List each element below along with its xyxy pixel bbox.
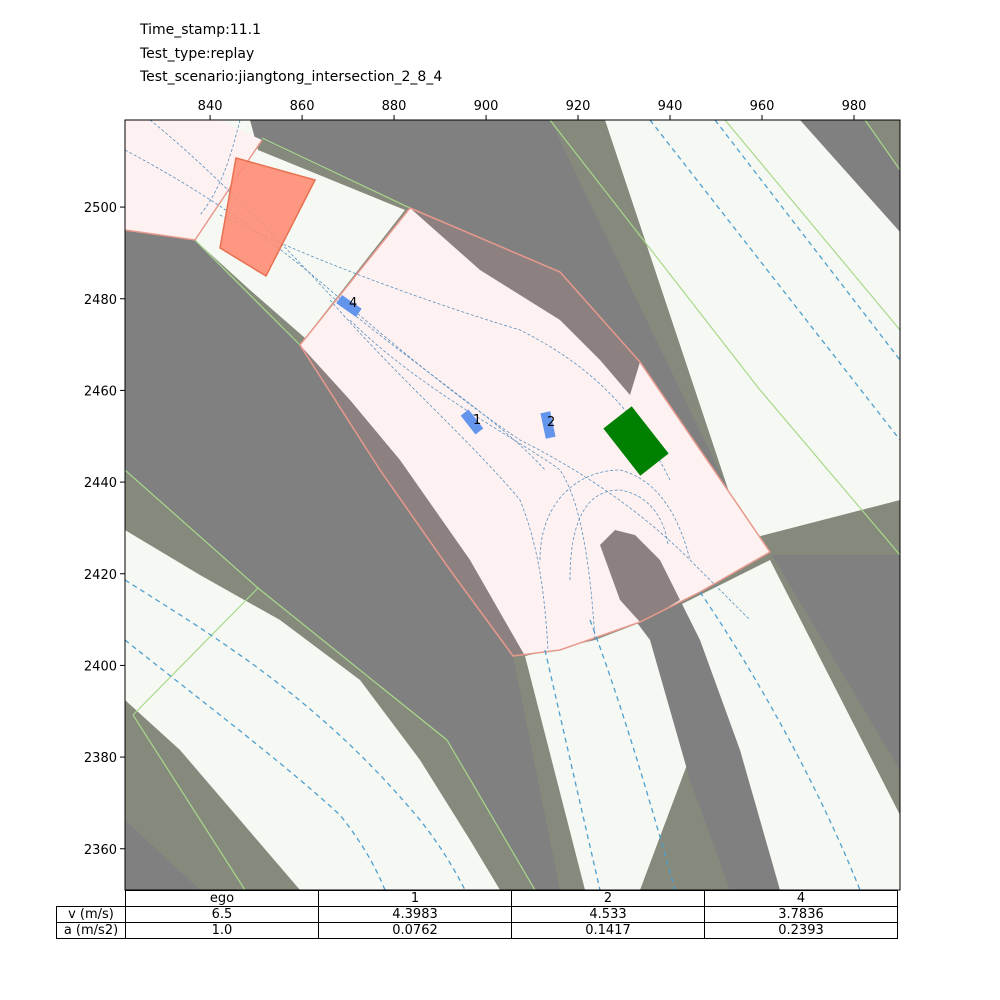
test-scenario-label: Test_scenario:jiangtong_intersection_2_8… [140,69,443,85]
lane-centerlines [125,120,900,890]
y-tick-label: 2360 [84,843,117,858]
table-cell: 4.533 [511,906,705,923]
x-tick-label: 900 [474,99,499,114]
y-tick-label: 2380 [84,751,117,766]
table-row: a (m/s2) 1.0 0.0762 0.1417 0.2393 [56,922,898,939]
x-tick-label: 920 [566,99,591,114]
table-cell: 3.7836 [704,906,898,923]
y-tick-label: 2480 [84,293,117,308]
junction-median [600,530,680,622]
crosswalk-block [219,157,317,278]
x-axis-ticks: 840 860 880 900 920 940 960 980 [198,99,867,120]
table-row: v (m/s) 6.5 4.3983 4.533 3.7836 [56,906,898,923]
table-header-cell: 2 [511,890,705,907]
x-tick-label: 960 [750,99,775,114]
table-cell: 4.3983 [318,906,512,923]
agent-label-1: 1 [473,413,481,428]
x-tick-label: 860 [290,99,315,114]
table-header-cell: ego [125,890,319,907]
y-axis-ticks: 2500 2480 2460 2440 2420 2400 2380 2360 [84,201,125,858]
x-tick-label: 840 [198,99,223,114]
connector-paths [125,120,751,651]
table-cell: 0.0762 [318,922,512,939]
test-type-label: Test_type:replay [140,46,255,62]
y-tick-label: 2440 [84,476,117,491]
table-row-label: a (m/s2) [56,922,126,939]
junction-west-area [125,120,262,240]
map-area: 1 2 4 [125,120,900,890]
agent-vehicle-1 [460,409,484,435]
x-tick-label: 940 [658,99,683,114]
road-sw-surface [125,530,500,890]
table-header-row: ego 1 2 4 [57,890,898,907]
agent-label-4: 4 [349,296,357,311]
table-cell: 0.2393 [704,922,898,939]
time-stamp-label: Time_stamp:11.1 [140,22,262,38]
junction-inner-curb [300,345,525,656]
table-row-label: v (m/s) [56,906,126,923]
agent-label-2: 2 [547,415,555,430]
table-cell: 0.1417 [511,922,705,939]
table-header-cell: 1 [318,890,512,907]
road-ne-surface [605,120,900,540]
table-header-cell: 4 [704,890,898,907]
x-tick-label: 980 [842,99,867,114]
y-tick-label: 2400 [84,659,117,674]
table-cell: 1.0 [125,922,319,939]
junction-top-curb [410,208,640,395]
y-tick-label: 2500 [84,201,117,216]
agent-vehicle-4 [336,295,362,317]
vehicle-stats-table: ego 1 2 4 v (m/s) 6.5 4.3983 4.533 3.783… [56,890,898,939]
ego-vehicle [603,406,669,476]
x-tick-label: 880 [382,99,407,114]
table-cell: 6.5 [125,906,319,923]
agent-vehicle-2 [540,411,556,439]
junction-boundary [299,207,772,657]
y-tick-label: 2420 [84,568,117,583]
junction-area [300,208,770,656]
y-tick-label: 2460 [84,384,117,399]
